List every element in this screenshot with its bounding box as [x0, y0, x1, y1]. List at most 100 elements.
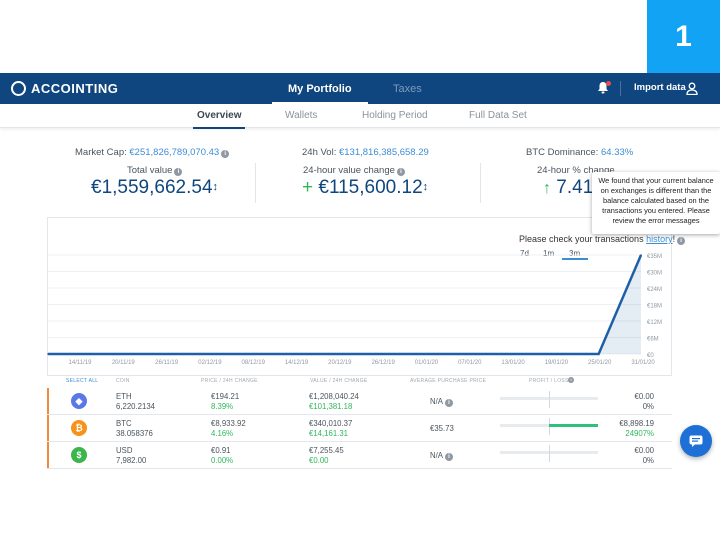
- chart-point: [131, 353, 134, 355]
- percent-change-label: 24-hour % change: [537, 165, 615, 176]
- user-icon[interactable]: [686, 82, 698, 95]
- info-icon[interactable]: i: [221, 150, 230, 158]
- history-link[interactable]: history: [646, 234, 673, 244]
- chat-icon: [689, 435, 703, 447]
- kpi-divider: [255, 163, 256, 203]
- portfolio-value-chart: €35M €30M €24M €18M €12M €6M €0 14/11/19 20/11/1…: [47, 254, 662, 366]
- range-3m-button[interactable]: 3m: [569, 249, 581, 258]
- profit-loss-center-line: [549, 445, 550, 462]
- btc-dominance-value: 64.33%: [600, 147, 634, 158]
- y-tick-label: €24M: [647, 287, 662, 293]
- volume-stat: 24h Vol: €131,816,385,658.29: [302, 147, 429, 158]
- step-number-badge: 1: [647, 0, 720, 73]
- logo-ring-icon: [11, 81, 26, 96]
- coin-column-header[interactable]: COIN: [116, 378, 130, 384]
- x-tick-label: 26/12/19: [371, 360, 395, 366]
- chart-point: [258, 353, 261, 355]
- table-row[interactable]: $ USD 7,982.00 €0.91 0.00% €7,255.45 €0.00 N/A i…: [47, 442, 672, 469]
- value-cell: €7,255.45 €0.00: [309, 446, 344, 465]
- chart-point: [386, 353, 388, 355]
- value-cell: €340,010.37 €14,161.31: [309, 419, 353, 438]
- chart-point: [174, 353, 176, 355]
- avg-price-column-header[interactable]: AVERAGE PURCHASE PRICE: [410, 378, 487, 384]
- x-tick-label: 25/01/20: [588, 360, 612, 366]
- x-tick-label: 14/11/19: [69, 360, 93, 366]
- value-column-header[interactable]: VALUE / 24H CHANGE: [310, 378, 368, 384]
- value-change: + €115,600.12↕: [302, 177, 429, 198]
- avg-price-cell: N/A i: [430, 397, 453, 407]
- x-tick-label: 20/11/19: [112, 360, 136, 366]
- tab-my-portfolio[interactable]: My Portfolio: [272, 73, 368, 104]
- x-tick-label: 14/12/19: [285, 360, 309, 366]
- x-tick-label: 20/12/19: [328, 360, 352, 366]
- chart-point: [89, 353, 92, 355]
- price-column-header[interactable]: PRICE / 24H CHANGE: [201, 378, 258, 384]
- subtab-full-data-set[interactable]: Full Data Set: [469, 110, 527, 121]
- range-7d-button[interactable]: 7d: [520, 249, 529, 258]
- table-row[interactable]: ◆ ETH 6,220.2134 €194.21 8.39% €1,208,040.24 €…: [47, 388, 672, 415]
- table-row[interactable]: ₿ BTC 38.058376 €8,933.92 4.16% €340,010.37 €1…: [47, 415, 672, 442]
- x-tick-label: 02/12/19: [198, 360, 222, 366]
- accointing-logo[interactable]: ACCOINTING: [11, 81, 118, 96]
- top-navigation-bar: ACCOINTING My Portfolio Taxes Import dat…: [0, 73, 720, 104]
- profit-loss-cell: €8,898.19 24907%: [619, 419, 654, 438]
- active-range-indicator: [562, 258, 588, 260]
- avg-price-cell: €35.73: [430, 424, 454, 433]
- chart-point: [343, 353, 346, 355]
- volume-value: €131,816,385,658.29: [338, 147, 429, 158]
- info-icon[interactable]: i: [174, 168, 183, 176]
- sub-navigation: Overview Wallets Holding Period Full Dat…: [0, 104, 720, 129]
- info-icon[interactable]: i: [568, 377, 574, 383]
- percent-change: ↑ 7.41: [543, 177, 594, 198]
- header-divider: [620, 81, 621, 96]
- tab-taxes[interactable]: Taxes: [393, 82, 422, 95]
- sort-arrows-icon: ↕: [212, 181, 219, 193]
- subtab-overview[interactable]: Overview: [192, 110, 247, 129]
- x-tick-label: 19/01/20: [545, 360, 569, 366]
- import-data-button[interactable]: Import data: [634, 82, 686, 93]
- subtab-wallets[interactable]: Wallets: [285, 110, 318, 121]
- y-tick-label: €35M: [647, 254, 662, 260]
- y-tick-label: €30M: [647, 271, 662, 277]
- chart-point: [555, 353, 558, 355]
- bitcoin-icon: ₿: [71, 420, 87, 436]
- logo-text: ACCOINTING: [31, 81, 119, 96]
- value-change-label: 24-hour value change i: [303, 165, 405, 176]
- btc-dominance-label: BTC Dominance:: [526, 147, 599, 158]
- x-tick-label: 08/12/19: [242, 360, 266, 366]
- total-value-label: Total value i: [127, 165, 183, 176]
- range-1m-button[interactable]: 1m: [543, 249, 555, 258]
- x-tick-label: 26/11/19: [155, 360, 179, 366]
- chart-point: [216, 353, 219, 355]
- market-cap-stat: Market Cap: €251,826,789,070.43 i: [75, 147, 230, 158]
- price-cell: €194.21 8.39%: [211, 392, 240, 411]
- coin-cell: BTC 38.058376: [116, 419, 153, 438]
- chart-point: [640, 254, 642, 256]
- select-all-button[interactable]: SELECT ALL: [66, 378, 99, 384]
- total-value: €1,559,662.54↕: [91, 177, 219, 198]
- up-arrow-icon: ↑: [543, 180, 551, 197]
- volume-label: 24h Vol:: [302, 147, 337, 158]
- profit-loss-cell: €0.00 0%: [634, 446, 654, 465]
- portfolio-chart-card: [47, 217, 672, 376]
- market-cap-label: Market Cap:: [75, 147, 127, 158]
- chart-point: [597, 353, 600, 355]
- price-cell: €0.91 0.00%: [211, 446, 234, 465]
- price-cell: €8,933.92 4.16%: [211, 419, 246, 438]
- info-icon[interactable]: i: [396, 168, 405, 176]
- y-tick-label: €6M: [647, 337, 659, 343]
- notification-dot: [606, 81, 611, 86]
- chart-point: [470, 353, 473, 355]
- info-icon[interactable]: i: [677, 237, 686, 245]
- profit-loss-cell: €0.00 0%: [634, 392, 654, 411]
- notification-bell-icon[interactable]: [597, 81, 609, 94]
- chat-support-button[interactable]: [680, 425, 712, 457]
- transactions-warning: Please check your transactions history! i: [519, 234, 686, 245]
- info-icon[interactable]: i: [445, 399, 453, 407]
- x-tick-label: 07/01/20: [458, 360, 482, 366]
- info-icon[interactable]: i: [445, 453, 453, 461]
- profit-loss-column-header[interactable]: PROFIT / LOSS: [529, 378, 569, 384]
- x-tick-label: 31/01/20: [631, 360, 655, 366]
- chart-point: [47, 353, 49, 355]
- subtab-holding-period[interactable]: Holding Period: [362, 110, 428, 121]
